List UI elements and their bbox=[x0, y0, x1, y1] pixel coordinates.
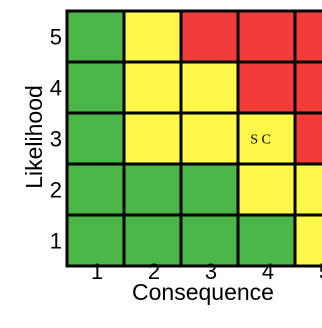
y-axis-label: Likelihood bbox=[21, 85, 47, 189]
risk-cell-l3-c3 bbox=[179, 111, 240, 166]
consequence-ticks: 1 2 3 4 5 bbox=[91, 259, 322, 284]
y-tick-label: 4 bbox=[50, 76, 62, 101]
risk-cell-l2-c2 bbox=[122, 162, 183, 217]
risk-cell-l1-c1 bbox=[65, 213, 126, 268]
risk-cell-l4-c5 bbox=[293, 60, 322, 115]
cell-annotations: S C bbox=[250, 133, 271, 148]
risk-cell-l2-c1 bbox=[65, 162, 126, 217]
risk-cell-l5-c1 bbox=[65, 9, 126, 64]
risk-cell-l3-c2 bbox=[122, 111, 183, 166]
risk-cell-l2-c3 bbox=[179, 162, 240, 217]
risk-cell-l2-c4 bbox=[236, 162, 297, 217]
risk-cell-l4-c1 bbox=[65, 60, 126, 115]
x-axis-label: Consequence bbox=[132, 279, 274, 305]
x-tick-label: 3 bbox=[205, 259, 217, 284]
cell-annotation: S C bbox=[250, 133, 271, 148]
y-tick-label: 3 bbox=[50, 127, 62, 152]
risk-cell-l2-c5 bbox=[293, 162, 322, 217]
risk-cell-l5-c2 bbox=[122, 9, 183, 64]
y-tick-label: 2 bbox=[50, 178, 62, 203]
x-tick-label: 5 bbox=[319, 259, 322, 284]
risk-cell-l3-c1 bbox=[65, 111, 126, 166]
y-tick-label: 5 bbox=[50, 25, 62, 50]
y-tick-label: 1 bbox=[50, 229, 62, 254]
risk-cell-l4-c3 bbox=[179, 60, 240, 115]
risk-cell-l1-c5 bbox=[293, 213, 322, 268]
likelihood-ticks: 1 2 3 4 5 bbox=[50, 25, 62, 254]
risk-cell-l1-c4 bbox=[236, 213, 297, 268]
risk-cell-l1-c2 bbox=[122, 213, 183, 268]
x-tick-label: 2 bbox=[148, 259, 160, 284]
risk-cell-l5-c3 bbox=[179, 9, 240, 64]
risk-cell-l3-c5 bbox=[293, 111, 322, 166]
risk-cell-l5-c4 bbox=[236, 9, 297, 64]
risk-cell-l5-c5 bbox=[293, 9, 322, 64]
x-tick-label: 1 bbox=[91, 259, 103, 284]
risk-cell-l4-c2 bbox=[122, 60, 183, 115]
risk-matrix-cells bbox=[65, 9, 322, 268]
x-tick-label: 4 bbox=[262, 259, 274, 284]
risk-cell-l4-c4 bbox=[236, 60, 297, 115]
